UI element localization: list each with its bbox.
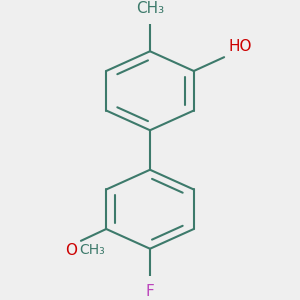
Text: HO: HO xyxy=(228,39,252,54)
Text: O: O xyxy=(65,243,77,258)
Text: CH₃: CH₃ xyxy=(79,243,105,257)
Text: F: F xyxy=(146,284,154,299)
Text: CH₃: CH₃ xyxy=(136,1,164,16)
